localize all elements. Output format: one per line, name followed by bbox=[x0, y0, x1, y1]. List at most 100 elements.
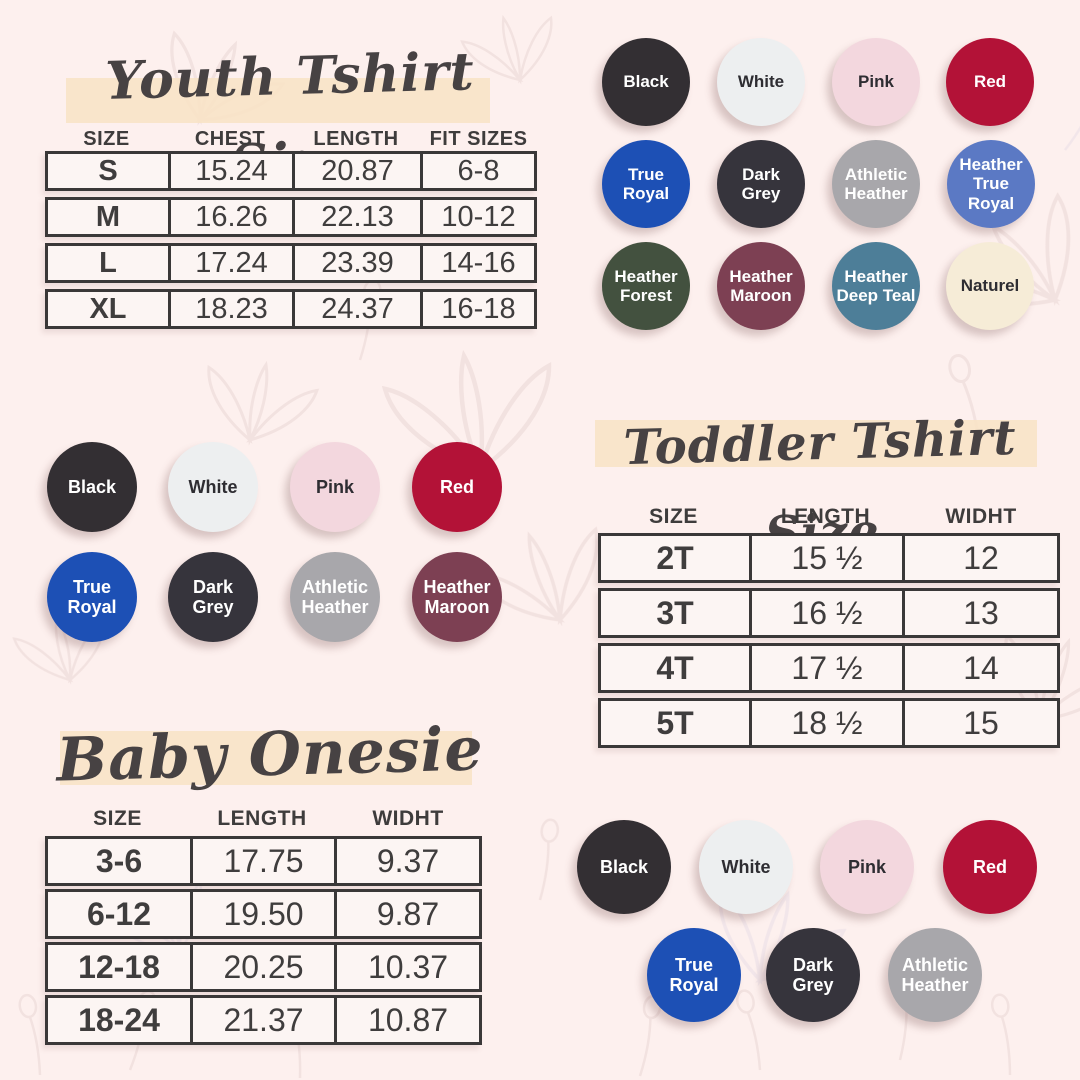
column-header: LENGTH bbox=[780, 505, 871, 528]
toddler-table-header: SIZE LENGTH WIDHT bbox=[598, 504, 1060, 530]
swatch-label: White bbox=[188, 476, 238, 497]
swatch-label: Red bbox=[972, 856, 1007, 877]
table-cell: 12 bbox=[963, 539, 999, 576]
youth-title: Youth Tshirt Size bbox=[104, 41, 476, 194]
swatch-naturel: Naturel bbox=[946, 242, 1034, 330]
swatch-label: Athletic Heather bbox=[844, 164, 908, 203]
table-cell: 12-18 bbox=[48, 945, 193, 989]
table-row: 3-6 17.75 9.37 bbox=[45, 836, 482, 886]
table-cell: 20.87 bbox=[295, 154, 423, 188]
swatch-label: Pink bbox=[315, 476, 354, 497]
swatch-label: Heather Deep Teal bbox=[836, 266, 916, 305]
swatch-label: Heather Maroon bbox=[423, 576, 491, 617]
table-cell: 3-6 bbox=[48, 839, 193, 883]
swatch-true-royal: True Royal bbox=[602, 140, 690, 228]
table-cell: 6-12 bbox=[48, 892, 193, 936]
title-highlight bbox=[60, 731, 472, 785]
swatch-label: Black bbox=[67, 476, 117, 497]
swatch-label: True Royal bbox=[669, 954, 719, 995]
table-cell: 6-8 bbox=[457, 154, 500, 187]
swatch-true-royal: True Royal bbox=[47, 552, 137, 642]
swatch-dark-grey: Dark Grey bbox=[766, 928, 860, 1022]
title-highlight bbox=[595, 420, 1037, 467]
table-row: 4T 17 ½ 14 bbox=[598, 643, 1060, 693]
column-header: LENGTH bbox=[313, 127, 399, 150]
swatch-label: Athletic Heather bbox=[301, 576, 369, 617]
swatch-label: Black bbox=[623, 72, 669, 92]
swatch-red: Red bbox=[943, 820, 1037, 914]
swatch-dark-grey: Dark Grey bbox=[168, 552, 258, 642]
table-cell: 17 ½ bbox=[752, 646, 905, 690]
swatch-black: Black bbox=[602, 38, 690, 126]
column-header: LENGTH bbox=[217, 807, 307, 830]
table-cell: XL bbox=[48, 292, 171, 326]
table-cell: 16 ½ bbox=[752, 591, 905, 635]
swatch-white: White bbox=[168, 442, 258, 532]
table-cell: 15 bbox=[963, 704, 999, 741]
column-header: SIZE bbox=[83, 127, 130, 150]
column-header: SIZE bbox=[649, 505, 698, 528]
swatch-heather-forest: Heather Forest bbox=[602, 242, 690, 330]
swatch-white: White bbox=[717, 38, 805, 126]
column-header: WIDHT bbox=[945, 505, 1017, 528]
swatch-true-royal: True Royal bbox=[647, 928, 741, 1022]
swatch-label: White bbox=[721, 856, 771, 877]
table-cell: 16.26 bbox=[171, 200, 295, 234]
swatch-red: Red bbox=[946, 38, 1034, 126]
table-row: XL 18.23 24.37 16-18 bbox=[45, 289, 537, 329]
swatch-heather-maroon: Heather Maroon bbox=[412, 552, 502, 642]
table-cell: 2T bbox=[601, 536, 752, 580]
baby-table-header: SIZE LENGTH WIDHT bbox=[45, 806, 482, 832]
table-cell: 23.39 bbox=[295, 246, 423, 280]
toddler-title: Toddler Tshirt Size bbox=[622, 409, 1018, 563]
swatch-label: White bbox=[737, 72, 785, 92]
table-row: L 17.24 23.39 14-16 bbox=[45, 243, 537, 283]
swatch-label: Pink bbox=[847, 856, 886, 877]
swatch-dark-grey: Dark Grey bbox=[717, 140, 805, 228]
baby-title: Baby Onesie bbox=[55, 714, 485, 796]
swatch-label: Black bbox=[599, 856, 649, 877]
table-cell: 10.87 bbox=[367, 1001, 449, 1038]
table-cell: 13 bbox=[963, 594, 999, 631]
table-row: S 15.24 20.87 6-8 bbox=[45, 151, 537, 191]
table-cell: S bbox=[48, 154, 171, 188]
table-cell: 10.37 bbox=[367, 948, 449, 985]
swatch-athletic-heather: Athletic Heather bbox=[888, 928, 982, 1022]
swatch-white: White bbox=[699, 820, 793, 914]
table-cell: 15 ½ bbox=[752, 536, 905, 580]
table-cell: 17.75 bbox=[193, 839, 337, 883]
table-cell: M bbox=[48, 200, 171, 234]
swatch-label: True Royal bbox=[67, 576, 117, 617]
swatch-heather-maroon: Heather Maroon bbox=[717, 242, 805, 330]
table-cell: L bbox=[48, 246, 171, 280]
table-cell: 18.23 bbox=[171, 292, 295, 326]
table-cell: 20.25 bbox=[193, 945, 337, 989]
swatch-black: Black bbox=[47, 442, 137, 532]
youth-table-header: SIZE CHEST LENGTH FIT SIZES bbox=[45, 127, 537, 151]
swatch-label: Athletic Heather bbox=[901, 954, 969, 995]
table-row: 6-12 19.50 9.87 bbox=[45, 889, 482, 939]
swatch-pink: Pink bbox=[290, 442, 380, 532]
column-header: FIT SIZES bbox=[429, 127, 528, 150]
swatch-label: Pink bbox=[858, 72, 894, 92]
table-row: 12-18 20.25 10.37 bbox=[45, 942, 482, 992]
swatch-black: Black bbox=[577, 820, 671, 914]
swatch-label: Dark Grey bbox=[792, 954, 834, 995]
swatch-label: Heather Maroon bbox=[729, 266, 793, 305]
table-cell: 14-16 bbox=[441, 246, 516, 279]
column-header: WIDHT bbox=[372, 807, 444, 830]
swatch-label: Heather True Royal bbox=[959, 155, 1023, 213]
table-row: 2T 15 ½ 12 bbox=[598, 533, 1060, 583]
table-cell: 14 bbox=[963, 649, 999, 686]
table-cell: 19.50 bbox=[193, 892, 337, 936]
table-cell: 21.37 bbox=[193, 998, 337, 1042]
title-highlight bbox=[66, 78, 490, 123]
swatch-pink: Pink bbox=[820, 820, 914, 914]
table-row: 18-24 21.37 10.87 bbox=[45, 995, 482, 1045]
table-row: M 16.26 22.13 10-12 bbox=[45, 197, 537, 237]
table-cell: 3T bbox=[601, 591, 752, 635]
table-cell: 24.37 bbox=[295, 292, 423, 326]
swatch-label: Naturel bbox=[960, 276, 1020, 296]
table-cell: 16-18 bbox=[441, 292, 516, 325]
